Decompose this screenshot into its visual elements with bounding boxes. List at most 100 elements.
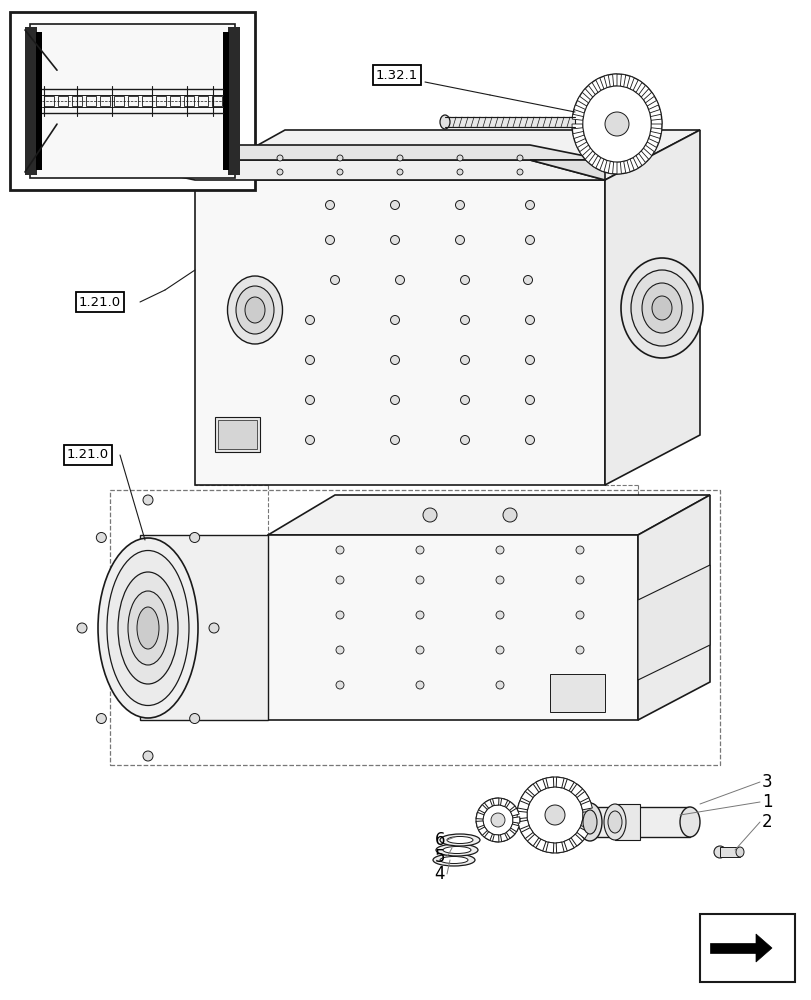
Polygon shape — [637, 565, 709, 680]
Bar — [109, 490, 719, 765]
Circle shape — [575, 546, 583, 554]
Circle shape — [415, 646, 423, 654]
Circle shape — [523, 275, 532, 284]
Circle shape — [415, 681, 423, 689]
Circle shape — [575, 611, 583, 619]
Circle shape — [336, 646, 344, 654]
Circle shape — [336, 681, 344, 689]
Circle shape — [390, 201, 399, 210]
Text: 6: 6 — [434, 831, 444, 849]
Circle shape — [397, 155, 402, 161]
Ellipse shape — [582, 86, 650, 162]
Polygon shape — [709, 943, 757, 953]
Polygon shape — [575, 139, 586, 148]
Circle shape — [525, 395, 534, 404]
Polygon shape — [579, 145, 590, 156]
Circle shape — [305, 395, 314, 404]
Polygon shape — [556, 777, 564, 788]
Ellipse shape — [227, 276, 282, 344]
Circle shape — [143, 751, 152, 761]
Polygon shape — [629, 158, 637, 170]
Circle shape — [460, 316, 469, 324]
Ellipse shape — [440, 834, 479, 846]
Circle shape — [190, 714, 200, 724]
Circle shape — [415, 576, 423, 584]
Bar — [142, 96, 152, 106]
Bar — [100, 96, 109, 106]
Polygon shape — [545, 777, 553, 788]
Circle shape — [336, 576, 344, 584]
Polygon shape — [510, 808, 518, 816]
Polygon shape — [545, 842, 553, 853]
Bar — [184, 96, 194, 106]
Polygon shape — [645, 142, 656, 152]
Bar — [215, 417, 260, 452]
Circle shape — [415, 611, 423, 619]
Circle shape — [305, 316, 314, 324]
Ellipse shape — [571, 74, 661, 174]
Circle shape — [525, 436, 534, 444]
Bar — [228, 27, 240, 175]
Circle shape — [575, 646, 583, 654]
Polygon shape — [611, 74, 616, 86]
Circle shape — [305, 436, 314, 444]
Polygon shape — [475, 812, 483, 819]
Polygon shape — [526, 784, 539, 796]
Circle shape — [526, 787, 582, 843]
Circle shape — [457, 155, 462, 161]
Bar — [25, 27, 37, 175]
Polygon shape — [633, 80, 642, 92]
Polygon shape — [513, 817, 519, 823]
Circle shape — [496, 681, 504, 689]
Ellipse shape — [735, 847, 743, 857]
Polygon shape — [591, 156, 600, 168]
Polygon shape — [635, 153, 645, 166]
Text: 1.32.1: 1.32.1 — [375, 69, 418, 82]
Polygon shape — [492, 798, 498, 805]
Polygon shape — [483, 832, 492, 840]
Polygon shape — [648, 135, 659, 143]
Bar — [223, 32, 229, 170]
Circle shape — [496, 646, 504, 654]
Bar — [156, 96, 165, 106]
Circle shape — [483, 805, 513, 835]
Ellipse shape — [577, 803, 601, 841]
Polygon shape — [535, 839, 545, 851]
Circle shape — [604, 112, 629, 136]
Polygon shape — [530, 160, 604, 180]
Polygon shape — [506, 830, 514, 838]
Polygon shape — [582, 811, 592, 819]
Circle shape — [517, 169, 522, 175]
Circle shape — [390, 436, 399, 444]
Polygon shape — [590, 807, 689, 837]
Circle shape — [496, 576, 504, 584]
Ellipse shape — [446, 836, 473, 843]
Bar — [36, 32, 42, 170]
Circle shape — [423, 508, 436, 522]
Polygon shape — [577, 828, 588, 839]
Polygon shape — [268, 535, 637, 720]
Ellipse shape — [436, 844, 478, 856]
Ellipse shape — [245, 297, 264, 323]
Polygon shape — [573, 105, 585, 113]
Circle shape — [475, 798, 519, 842]
Bar — [86, 96, 96, 106]
Polygon shape — [475, 821, 483, 828]
Polygon shape — [564, 839, 573, 851]
Ellipse shape — [118, 572, 178, 684]
Polygon shape — [577, 96, 588, 106]
Polygon shape — [614, 804, 639, 840]
Circle shape — [97, 532, 106, 542]
Circle shape — [337, 169, 342, 175]
Ellipse shape — [440, 856, 467, 863]
Bar — [198, 96, 208, 106]
Polygon shape — [517, 811, 526, 819]
Text: 1.21.0: 1.21.0 — [67, 448, 109, 462]
Circle shape — [190, 532, 200, 542]
Polygon shape — [444, 117, 574, 127]
Ellipse shape — [128, 591, 168, 665]
Polygon shape — [100, 145, 604, 160]
Circle shape — [496, 546, 504, 554]
Polygon shape — [195, 180, 604, 485]
Circle shape — [325, 235, 334, 244]
